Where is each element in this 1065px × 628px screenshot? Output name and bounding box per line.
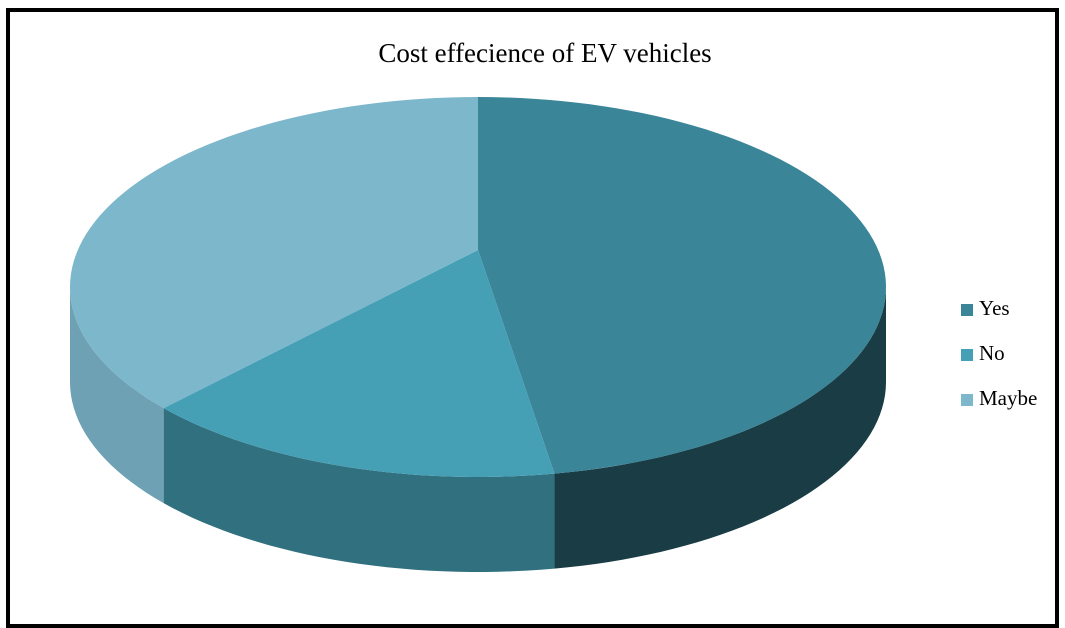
legend-swatch — [961, 349, 973, 361]
slice-side — [163, 408, 555, 572]
slice-side — [554, 287, 886, 569]
pie-slice — [478, 97, 886, 474]
legend-swatch — [961, 304, 973, 316]
pie-slice — [70, 97, 479, 409]
legend-label: No — [979, 341, 1005, 365]
pie-slice — [163, 250, 555, 477]
legend-label: Maybe — [979, 386, 1037, 410]
slice-side — [70, 287, 164, 504]
chart-title: Cost effecience of EV vehicles — [378, 38, 711, 68]
legend-label: Yes — [979, 296, 1010, 320]
legend-swatch — [961, 394, 973, 406]
